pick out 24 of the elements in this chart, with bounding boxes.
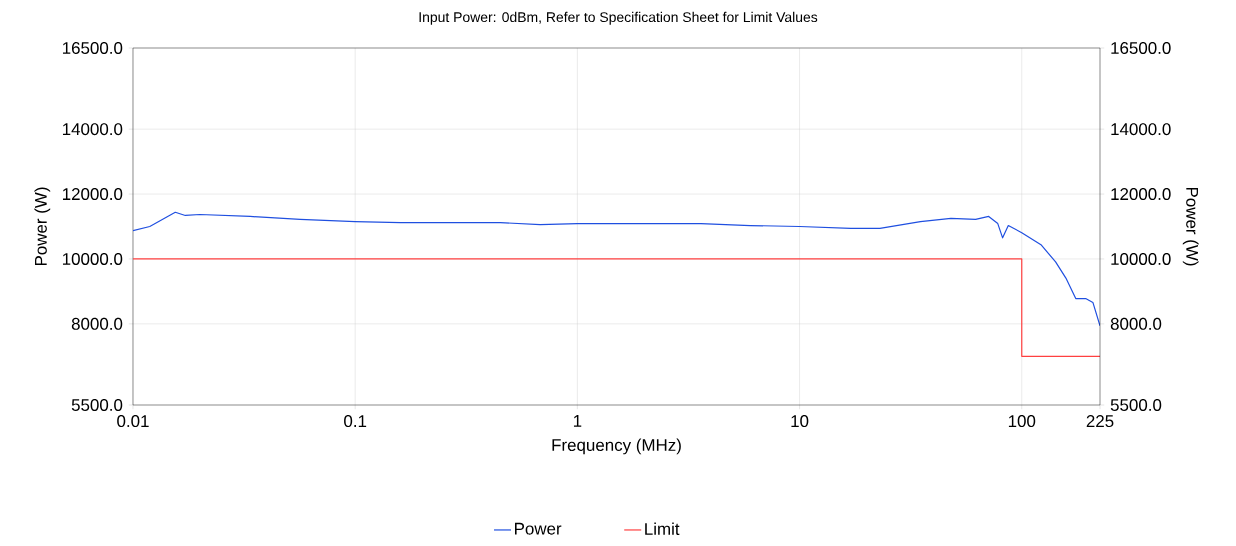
- y2-tick-label: 14000.0: [1111, 123, 1171, 136]
- legend-label: Power: [515, 522, 562, 535]
- x-tick-label: 10: [791, 415, 809, 428]
- x-tick-label: 0.01: [117, 415, 149, 428]
- y-tick-label: 8000.0: [71, 317, 123, 330]
- x-tick-label: 225: [1086, 415, 1114, 428]
- x-tick-label: 1: [573, 415, 582, 427]
- x-tick-label: 100: [1008, 415, 1036, 428]
- x-tick-label: 0.1: [344, 415, 367, 428]
- y2-tick-label: 12000.0: [1111, 188, 1171, 201]
- y-tick-label: 14000.0: [62, 123, 123, 136]
- chart-title: Input Power: 0dBm, Refer to Specification Sheet for Limit Values: [419, 11, 818, 25]
- y-axis-title: Power (W): [34, 187, 51, 266]
- y2-tick-label: 5500.0: [1110, 399, 1162, 412]
- y2-tick-label: 8000.0: [1110, 317, 1162, 330]
- y-tick-label: 16500.0: [62, 42, 123, 55]
- y-tick-label: 12000.0: [62, 188, 123, 201]
- y-tick-label: 10000.0: [62, 252, 123, 265]
- x-axis-title: Frequency (MHz): [552, 438, 681, 455]
- y2-tick-label: 10000.0: [1111, 252, 1171, 265]
- y-tick-label: 5500.0: [71, 399, 123, 412]
- legend-label: Limit: [645, 522, 680, 535]
- y2-axis-title: Power (W): [1182, 187, 1199, 266]
- y2-tick-label: 16500.0: [1111, 42, 1171, 54]
